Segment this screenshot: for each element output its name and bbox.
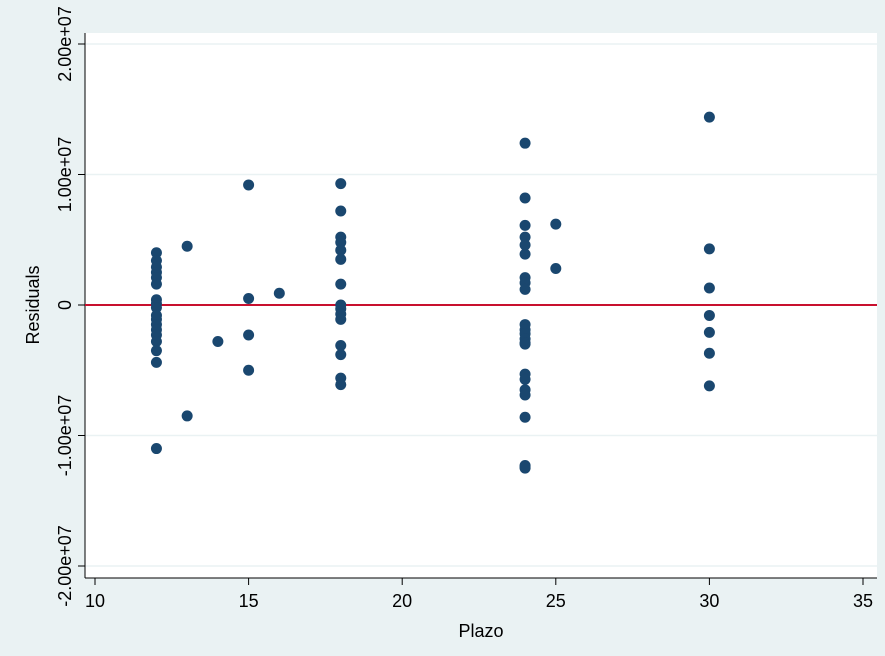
scatter-point <box>335 339 347 351</box>
scatter-point <box>335 278 347 290</box>
y-tick-label: 0 <box>55 300 75 310</box>
y-axis-ticks: -2.00e+07 -1.00e+07 0 1.00e+07 2.00e+07 <box>55 6 85 607</box>
scatter-point <box>519 338 531 350</box>
scatter-point <box>335 236 347 248</box>
scatter-point <box>335 244 347 256</box>
scatter-point <box>243 292 255 304</box>
x-tick-label: 15 <box>239 591 259 611</box>
scatter-point <box>150 345 162 357</box>
scatter-point <box>550 218 562 230</box>
scatter-point <box>703 243 715 255</box>
scatter-point <box>181 240 193 252</box>
x-tick-label: 25 <box>546 591 566 611</box>
scatter-point <box>335 205 347 217</box>
scatter-point <box>519 283 531 295</box>
scatter-point <box>335 313 347 325</box>
x-axis-label: Plazo <box>458 621 503 641</box>
scatter-point <box>703 282 715 294</box>
scatter-point <box>150 336 162 348</box>
y-tick-label: -2.00e+07 <box>55 525 75 607</box>
scatter-point <box>335 253 347 265</box>
y-tick-label: 1.00e+07 <box>55 137 75 213</box>
scatter-point <box>703 309 715 321</box>
scatter-point <box>519 219 531 231</box>
scatter-point <box>150 443 162 455</box>
scatter-point <box>519 411 531 423</box>
scatter-point <box>273 287 285 299</box>
scatter-point <box>519 389 531 401</box>
scatter-point <box>519 192 531 204</box>
scatter-point <box>243 364 255 376</box>
scatter-point <box>519 231 531 243</box>
scatter-point <box>703 347 715 359</box>
scatter-point <box>150 302 162 314</box>
x-tick-label: 35 <box>853 591 873 611</box>
scatter-point <box>550 262 562 274</box>
y-tick-label: 2.00e+07 <box>55 6 75 82</box>
scatter-point <box>150 356 162 368</box>
x-tick-label: 30 <box>699 591 719 611</box>
scatter-point <box>703 326 715 338</box>
x-tick-label: 20 <box>392 591 412 611</box>
scatter-point <box>243 179 255 191</box>
scatter-point <box>519 461 531 473</box>
x-axis-ticks: 10 15 20 25 30 35 <box>85 578 873 611</box>
scatter-point <box>703 111 715 123</box>
y-tick-label: -1.00e+07 <box>55 395 75 477</box>
scatter-point <box>150 278 162 290</box>
scatter-point <box>150 247 162 259</box>
y-axis-label: Residuals <box>23 265 43 344</box>
scatter-point <box>519 239 531 251</box>
data-points <box>150 111 715 474</box>
scatter-point <box>243 329 255 341</box>
scatter-point <box>335 379 347 391</box>
scatter-point <box>181 410 193 422</box>
scatter-point <box>212 336 224 348</box>
scatter-point <box>519 373 531 385</box>
scatter-point <box>519 248 531 260</box>
x-tick-label: 10 <box>85 591 105 611</box>
scatter-point <box>335 349 347 361</box>
scatter-point <box>335 178 347 190</box>
scatter-point <box>519 137 531 149</box>
scatter-point <box>703 380 715 392</box>
